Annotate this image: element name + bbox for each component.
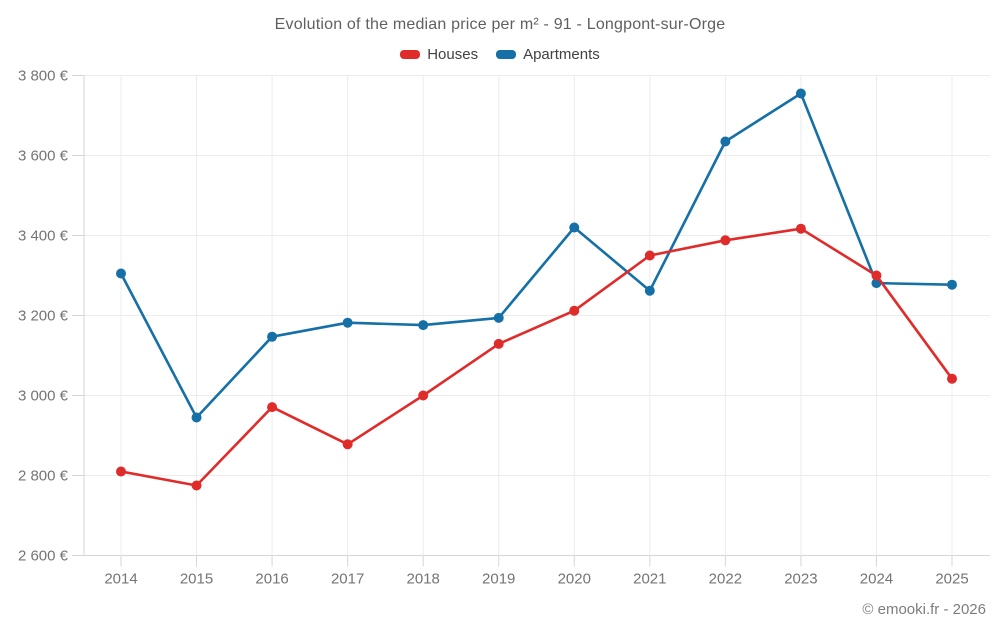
legend-label-houses: Houses [427,46,479,63]
x-axis-tick-label: 2019 [482,571,515,588]
x-axis-tick-label: 2016 [255,571,288,588]
houses-data-point[interactable] [418,390,429,401]
chart-title: Evolution of the median price per m² - 9… [274,16,726,33]
apartments-data-point[interactable] [493,312,504,323]
x-axis-tick-label: 2024 [860,571,893,588]
x-axis-tick-label: 2020 [558,571,591,588]
x-axis-tick-label: 2015 [180,571,213,588]
houses-data-point[interactable] [569,305,580,316]
apartments-data-point[interactable] [342,317,353,328]
apartments-data-point[interactable] [267,331,278,342]
y-axis-tick-label: 3 800 € [18,68,69,85]
houses-data-point[interactable] [342,439,353,450]
legend-item-houses[interactable]: Houses [400,46,478,63]
houses-data-point[interactable] [116,466,126,477]
y-axis-tick-label: 3 000 € [18,388,69,405]
y-axis-tick-label: 2 600 € [18,548,69,565]
apartments-data-point[interactable] [191,412,202,423]
apartments-data-point[interactable] [947,279,957,290]
apartments-data-point[interactable] [569,222,580,233]
y-axis-tick-label: 3 400 € [18,228,69,245]
apartments-series-line [119,92,954,419]
watermark: © emooki.fr - 2026 [862,601,986,618]
houses-data-point[interactable] [720,235,731,246]
apartments-data-point[interactable] [644,285,655,296]
chart-legend: Houses Apartments [0,46,1000,63]
legend-label-apartments: Apartments [523,46,600,63]
x-axis-tick-label: 2017 [331,571,364,588]
apartments-data-point[interactable] [418,320,429,331]
houses-data-point[interactable] [795,223,806,234]
houses-data-point[interactable] [871,270,882,281]
apartments-data-point[interactable] [116,268,126,279]
houses-data-point[interactable] [267,402,278,413]
y-axis-tick-label: 3 600 € [18,148,69,165]
houses-data-point[interactable] [493,338,504,349]
y-axis-tick-label: 2 800 € [18,468,69,485]
x-axis-tick-label: 2014 [104,571,137,588]
houses-series-line [119,227,954,487]
houses-series-swatch-icon [400,50,421,59]
apartments-series-swatch-icon [496,50,517,59]
x-axis-tick-label: 2025 [935,571,968,588]
apartments-data-point[interactable] [795,88,806,99]
houses-data-point[interactable] [947,373,957,384]
apartments-data-point[interactable] [720,136,731,147]
x-axis-tick-label: 2023 [784,571,817,588]
legend-item-apartments[interactable]: Apartments [496,46,600,63]
y-axis-tick-label: 3 200 € [18,308,69,325]
x-axis-tick-label: 2021 [633,571,666,588]
houses-data-point[interactable] [644,250,655,261]
x-axis-tick-label: 2018 [406,571,439,588]
x-axis-tick-label: 2022 [709,571,742,588]
houses-data-point[interactable] [191,480,202,491]
